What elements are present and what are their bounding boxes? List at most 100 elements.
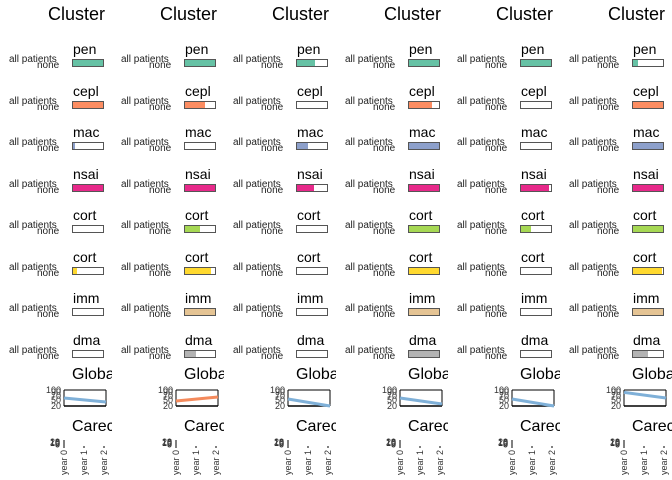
cluster-panel: Cluster pen all patients none cepl all patien… bbox=[336, 0, 448, 480]
proportion-bar-frame bbox=[520, 59, 552, 67]
cluster-panel: Cluster pen all patients none cepl all patien… bbox=[560, 0, 672, 480]
drug-name-label: mac bbox=[73, 124, 100, 140]
drug-name-label: cort bbox=[409, 248, 433, 265]
row-label-none: none bbox=[261, 143, 284, 154]
drug-name-label: dma bbox=[297, 331, 325, 348]
proportion-bar-frame bbox=[184, 308, 216, 316]
row-label-all-patients: all patients bbox=[569, 344, 617, 356]
drug-name-label: nsai bbox=[633, 165, 659, 182]
row-label-all-patients: all patients bbox=[569, 178, 617, 190]
row-label-all-patients: all patients bbox=[457, 95, 505, 107]
global-y-tick-label: 20 bbox=[611, 401, 621, 411]
caregiver-y-tick-label: 5 bbox=[503, 439, 508, 449]
proportion-bar-frame bbox=[184, 225, 216, 233]
drug-name-label: cort bbox=[633, 207, 657, 223]
caregiver-y-tick-label: 0 bbox=[55, 439, 60, 449]
caregiver-y-tick-label: 10 bbox=[50, 438, 60, 448]
row-label-none: none bbox=[261, 101, 284, 113]
global-series-line bbox=[63, 396, 107, 404]
proportion-bar bbox=[409, 143, 439, 149]
global-y-tick-label: 70 bbox=[275, 391, 285, 401]
proportion-bar-frame bbox=[632, 183, 664, 192]
caregiver-y-tick-label: 10 bbox=[498, 438, 508, 448]
drug-name-label: cepl bbox=[73, 82, 99, 99]
global-y-tick-label: 90 bbox=[611, 387, 621, 397]
row-label-all-patients: all patients bbox=[569, 220, 617, 231]
global-y-tick-label: 100 bbox=[46, 385, 61, 395]
proportion-bar-frame bbox=[184, 142, 216, 150]
row-label-all-patients: all patients bbox=[457, 261, 505, 273]
proportion-bar-frame bbox=[632, 59, 664, 67]
row-label-all-patients: all patients bbox=[121, 137, 169, 148]
proportion-bar bbox=[409, 226, 439, 232]
row-label-all-patients: all patients bbox=[345, 344, 393, 356]
caregiver-y-tick-label: 15 bbox=[610, 438, 620, 448]
row-label-none: none bbox=[597, 184, 620, 196]
global-y-tick-label: 100 bbox=[382, 385, 397, 395]
proportion-bar-frame bbox=[72, 59, 104, 67]
proportion-bar bbox=[409, 60, 439, 66]
row-label-all-patients: all patients bbox=[569, 95, 617, 107]
global-series-line bbox=[287, 397, 331, 408]
cluster-panel: Cluster pen all patients none cepl all patien… bbox=[224, 0, 336, 480]
row-label-all-patients: all patients bbox=[233, 261, 281, 273]
drug-name-label: pen bbox=[185, 41, 209, 57]
global-chart-title: Globa bbox=[184, 366, 224, 383]
proportion-bar bbox=[633, 267, 662, 274]
caregiver-y-tick-label: 0 bbox=[615, 439, 620, 449]
row-label-all-patients: all patients bbox=[121, 220, 169, 231]
row-label-none: none bbox=[37, 60, 60, 71]
row-label-none: none bbox=[373, 184, 396, 196]
proportion-bar-frame bbox=[408, 59, 440, 67]
caregiver-y-tick-label: 0 bbox=[279, 439, 284, 449]
caregiver-y-tick-label: 0 bbox=[167, 439, 172, 449]
drug-name-label: imm bbox=[185, 290, 212, 306]
proportion-bar-frame bbox=[296, 225, 328, 233]
proportion-bar bbox=[409, 184, 439, 191]
global-y-tick-label: 50 bbox=[275, 395, 285, 405]
row-label-none: none bbox=[485, 226, 508, 237]
drug-name-label: pen bbox=[297, 41, 321, 57]
drug-name-label: cort bbox=[521, 248, 545, 265]
global-y-tick-label: 20 bbox=[51, 401, 61, 411]
global-chart-title: Globa bbox=[520, 366, 560, 383]
proportion-bar bbox=[633, 184, 663, 191]
proportion-bar bbox=[409, 309, 439, 315]
proportion-bar-frame bbox=[296, 142, 328, 150]
global-y-tick-label: 70 bbox=[387, 391, 397, 401]
caregiver-chart-title: Carec bbox=[72, 418, 112, 435]
proportion-bar bbox=[297, 60, 315, 66]
caregiver-y-tick-label: 5 bbox=[167, 439, 172, 449]
row-label-none: none bbox=[149, 143, 172, 154]
row-label-none: none bbox=[149, 267, 172, 279]
row-label-all-patients: all patients bbox=[345, 303, 393, 314]
caregiver-y-tick-label: 5 bbox=[279, 439, 284, 449]
drug-name-label: nsai bbox=[73, 165, 99, 182]
caregiver-chart-title: Carec bbox=[184, 418, 224, 435]
drug-name-label: cort bbox=[297, 248, 321, 265]
drug-name-label: nsai bbox=[297, 165, 323, 182]
drug-name-label: dma bbox=[73, 331, 101, 348]
drug-name-label: nsai bbox=[185, 165, 211, 182]
global-chart-title: Globa bbox=[408, 366, 448, 383]
caregiver-x-tick-label: year 2 bbox=[435, 450, 445, 475]
row-label-all-patients: all patients bbox=[121, 261, 169, 273]
drug-name-label: cort bbox=[73, 248, 97, 265]
proportion-bar bbox=[633, 60, 639, 66]
row-label-none: none bbox=[37, 101, 60, 113]
proportion-bar bbox=[521, 60, 551, 66]
proportion-bar-frame bbox=[408, 225, 440, 233]
proportion-bar-frame bbox=[72, 142, 104, 150]
drug-name-label: mac bbox=[185, 124, 212, 140]
caregiver-chart-title: Carec bbox=[408, 418, 448, 435]
global-y-tick-label: 70 bbox=[163, 391, 173, 401]
row-label-all-patients: all patients bbox=[233, 303, 281, 314]
row-label-none: none bbox=[597, 60, 620, 71]
proportion-bar bbox=[185, 309, 215, 315]
proportion-bar bbox=[185, 184, 215, 191]
caregiver-y-tick-label: 5 bbox=[391, 439, 396, 449]
row-label-none: none bbox=[485, 309, 508, 320]
